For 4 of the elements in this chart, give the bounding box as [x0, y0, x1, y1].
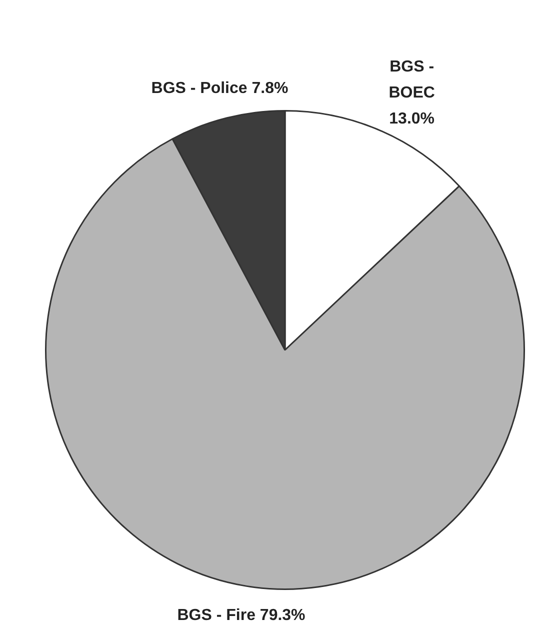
slice-label: BGS - Fire 79.3% [177, 607, 306, 624]
slice-label: BGS - BOEC [388, 58, 436, 102]
slice-label: BGS - Police 7.8% [151, 80, 288, 98]
data-label: 13.0% [389, 110, 435, 128]
